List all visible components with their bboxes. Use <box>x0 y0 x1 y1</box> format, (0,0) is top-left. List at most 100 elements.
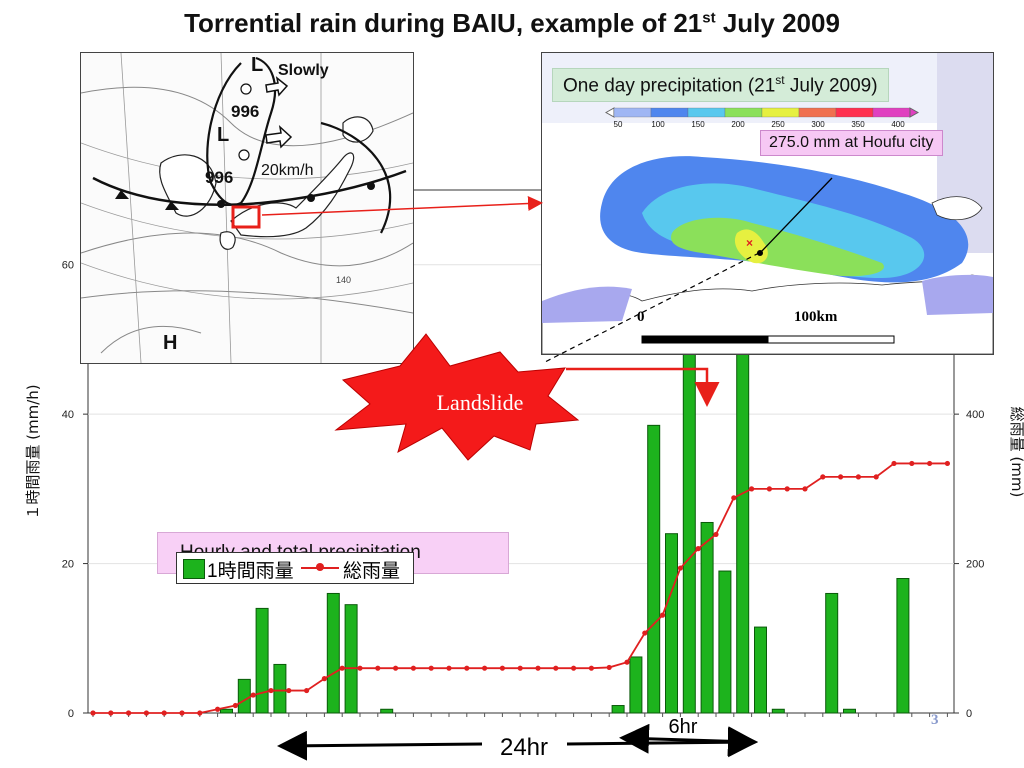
y-tick-label: 20 <box>62 559 74 571</box>
total-point <box>588 665 595 671</box>
hourly-bar <box>700 521 714 714</box>
total-point <box>553 665 559 671</box>
colorbar-segment <box>835 107 874 118</box>
hourly-bar <box>344 604 358 714</box>
y2-tick-label: 400 <box>966 409 984 421</box>
total-point <box>268 687 274 694</box>
total-point <box>161 710 167 716</box>
front-markers <box>115 182 375 210</box>
precip-map-title: One day precipitation (21st July 2009) <box>552 68 889 103</box>
total-point <box>624 659 630 665</box>
colorbar-tick-label: 350 <box>851 120 865 129</box>
total-point <box>482 665 488 671</box>
weather-map: L Slowly 996 L 20km/h 996 H 140 <box>80 52 414 364</box>
map-label-low-2: L <box>217 124 229 146</box>
hourly-bar <box>825 592 839 714</box>
total-point <box>927 460 933 467</box>
hourly-bar <box>736 342 750 714</box>
total-point <box>108 710 114 716</box>
total-line <box>90 460 951 716</box>
total-point <box>677 565 684 571</box>
x-axis <box>92 713 948 717</box>
total-point <box>304 687 310 694</box>
total-point <box>499 665 505 671</box>
map-label-speed: 20km/h <box>261 162 313 179</box>
hourly-bar <box>843 708 856 714</box>
hourly-bar <box>647 424 661 714</box>
total-point <box>339 665 345 671</box>
hourly-bar <box>665 533 678 714</box>
colorbar-tick-label: 400 <box>891 120 905 129</box>
weather-map-svg: L Slowly 996 L 20km/h 996 H 140 <box>81 53 413 363</box>
colorbar-tick-label: 300 <box>811 120 825 129</box>
colorbar-segment <box>761 107 800 118</box>
legend-line-label: 総雨量 <box>343 561 401 582</box>
total-point <box>143 710 149 716</box>
y-tick-label: 40 <box>62 409 74 421</box>
hourly-bar <box>255 607 269 714</box>
total-point <box>179 710 185 716</box>
total-point <box>802 486 808 492</box>
y2-tick-label: 200 <box>966 559 984 571</box>
colorbar-segment <box>613 107 652 118</box>
houfu-callout: 275.0 mm at Houfu city <box>760 130 943 156</box>
total-point <box>535 665 541 671</box>
total-point <box>855 474 862 480</box>
total-point <box>909 460 915 467</box>
area-highlight-box <box>231 205 261 229</box>
scale-label: 100km <box>794 309 838 325</box>
colorbar-segment <box>798 107 837 118</box>
total-point <box>215 706 221 712</box>
hourly-bar <box>896 578 910 714</box>
peak-marker: × <box>746 236 753 250</box>
total-point <box>375 665 381 671</box>
total-point <box>838 474 844 480</box>
total-point <box>766 486 773 492</box>
hourly-bar <box>754 626 767 714</box>
total-point <box>731 495 737 501</box>
colorbar-tick-label: 200 <box>731 120 745 129</box>
houfu-marker <box>757 250 763 256</box>
total-point <box>891 460 897 467</box>
legend-bar-label: 1時間雨量 <box>207 561 294 582</box>
chart-legend: 1時間雨量 総雨量 <box>176 552 414 584</box>
hourly-bar <box>273 663 287 714</box>
map-label-low-1: L <box>251 54 263 76</box>
hourly-bar <box>771 708 785 714</box>
colorbar-high-arrow <box>909 107 920 118</box>
total-point <box>197 710 203 716</box>
total-point <box>820 474 826 480</box>
total-point <box>695 546 701 552</box>
legend-line-marker <box>316 563 324 571</box>
colorbar-segment <box>650 107 689 118</box>
total-point <box>357 665 363 671</box>
colorbar-segment <box>724 107 763 118</box>
total-point <box>286 687 292 694</box>
hourly-bar <box>380 708 394 714</box>
map-label-pressure-1: 996 <box>231 102 259 121</box>
total-point <box>642 630 648 636</box>
total-point <box>464 665 470 671</box>
y-tick-label: 0 <box>68 708 74 720</box>
precip-map: 50 100 150 200 250 300 350 400 × 0 100km <box>541 52 994 355</box>
precip-contours <box>600 156 969 283</box>
hourly-bar <box>237 678 251 714</box>
colorbar-segment <box>872 107 911 118</box>
map-label-pressure-2: 996 <box>205 168 233 187</box>
total-point <box>784 486 790 492</box>
total-point <box>944 460 951 467</box>
total-point <box>90 710 96 716</box>
movement-arrows <box>265 76 293 149</box>
hourly-bar <box>718 570 732 714</box>
map-label-140: 140 <box>336 275 351 285</box>
page-title: Torrential rain during BAIU, example of … <box>184 8 840 38</box>
hourly-bar <box>220 708 233 714</box>
scale-start-label: 0 <box>637 309 645 325</box>
scale-bar-white <box>767 335 895 344</box>
map-label-slowly: Slowly <box>278 62 329 79</box>
total-point <box>321 676 327 682</box>
front-line <box>92 169 407 206</box>
map-grid <box>81 53 413 363</box>
y2-tick-label: 0 <box>966 708 972 720</box>
colorbar-tick-label: 150 <box>691 120 705 129</box>
